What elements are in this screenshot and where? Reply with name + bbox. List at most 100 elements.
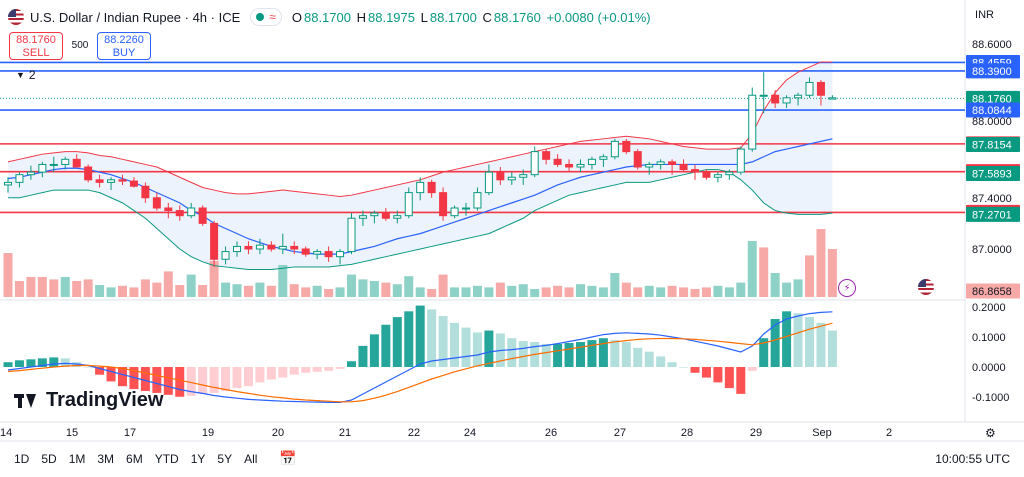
candle-body [576, 163, 585, 168]
timeframe-3m[interactable]: 3M [97, 451, 115, 466]
volume-bar [152, 282, 162, 297]
clock[interactable]: 10:00:55 UTC [935, 452, 1010, 466]
lightning-icon[interactable]: ⚡ [838, 279, 856, 297]
volume-bar [827, 249, 837, 297]
timeframe-6m[interactable]: 6M [126, 451, 143, 466]
candle-body [416, 181, 425, 194]
candle-body [15, 174, 24, 183]
time-tick-label: 21 [339, 427, 351, 439]
volume-bar [129, 287, 139, 297]
symbol-header: U.S. Dollar / Indian Rupee · 4h · ICE ≈ … [8, 6, 653, 28]
volume-bar [301, 287, 311, 297]
macd-histogram-bar [667, 362, 677, 367]
macd-histogram-bar [450, 322, 460, 367]
macd-histogram-bar [14, 360, 24, 367]
buy-button[interactable]: 88.2260 BUY [97, 32, 151, 60]
timeframe-5d[interactable]: 5D [41, 451, 57, 466]
candle-body [290, 245, 299, 250]
candle-body [725, 171, 734, 176]
volume-bar [163, 271, 173, 297]
price-tick-label: 88.6000 [972, 39, 1012, 51]
macd-histogram-bar [369, 334, 379, 367]
timeframe-all[interactable]: All [244, 451, 258, 466]
volume-bar [816, 229, 826, 297]
candle-body [49, 163, 58, 166]
macd-histogram-bar [347, 361, 356, 367]
volume-bar [610, 273, 620, 297]
macd-histogram-bar [610, 340, 620, 367]
candle-body [107, 179, 116, 183]
volume-bar [60, 277, 70, 297]
macd-histogram-bar [461, 327, 471, 367]
price-axis-label-bg [966, 90, 1020, 106]
macd-histogram-bar [152, 367, 162, 393]
time-tick-label: 28 [681, 427, 693, 439]
gear-icon[interactable]: ⚙ [985, 426, 996, 440]
timeframe-1m[interactable]: 1M [68, 451, 86, 466]
timeframe-5y[interactable]: 5Y [217, 451, 233, 466]
price-axis-label: 86.8658 [972, 286, 1012, 298]
volume-bar [484, 287, 494, 297]
calendar-range-icon[interactable]: 📅 [279, 450, 297, 466]
price-axis-label-bg [966, 102, 1020, 118]
volume-bar [358, 279, 368, 297]
macd-histogram-bar [358, 345, 368, 367]
macd-histogram-bar [26, 359, 36, 367]
macd-histogram-bar [827, 330, 837, 367]
candle-body [221, 251, 230, 260]
us-flag-event-icon[interactable] [918, 279, 934, 295]
time-tick-label: 2 [886, 427, 892, 439]
macd-histogram-bar [221, 367, 231, 391]
buy-price: 88.2260 [104, 34, 144, 46]
macd-histogram-bar [427, 309, 437, 367]
indicators-toggle[interactable]: ▼ 2 [16, 68, 36, 82]
volume-bar [461, 287, 471, 297]
volume-bar [621, 282, 631, 297]
candle-body [61, 158, 70, 165]
currency-label[interactable]: INR [975, 9, 994, 21]
macd-histogram-bar [782, 311, 792, 367]
volume-bar [633, 287, 643, 297]
candle-body [175, 210, 184, 217]
volume-bar [186, 274, 196, 297]
timeframe-1y[interactable]: 1Y [190, 451, 206, 466]
volume-bar [415, 287, 425, 297]
market-open-dot-icon [256, 13, 265, 21]
volume-bar [450, 287, 460, 297]
time-tick-label: 24 [464, 427, 476, 439]
volume-bar [724, 287, 734, 297]
macd-histogram-bar [679, 367, 689, 368]
timeframe-1d[interactable]: 1D [14, 451, 30, 466]
macd-histogram-bar [816, 322, 826, 367]
time-tick-label: 17 [124, 427, 136, 439]
macd-histogram-bar [243, 367, 253, 387]
macd-histogram-bar [209, 367, 219, 393]
volume-bar [95, 285, 105, 297]
signal-line [7, 322, 833, 403]
symbol-title[interactable]: U.S. Dollar / Indian Rupee · 4h · ICE [30, 9, 241, 25]
candle-body [462, 207, 470, 210]
price-axis-label-bg [966, 137, 1020, 153]
volume-bar [221, 282, 231, 297]
candle-body [816, 81, 825, 96]
volume-bar [26, 277, 36, 297]
market-status-pill[interactable]: ≈ [250, 8, 282, 26]
candle-body [484, 171, 493, 194]
macd-histogram-bar [621, 342, 631, 367]
candle-body [633, 151, 642, 168]
logo-text: TradingView [46, 389, 164, 411]
macd-histogram-bar [541, 343, 551, 367]
volume-bar [598, 287, 608, 297]
volume-bar [541, 287, 551, 297]
candle-body [771, 94, 780, 104]
candle-body [84, 166, 93, 181]
sell-button[interactable]: 88.1760 SELL [9, 32, 63, 60]
volume-bar [644, 285, 654, 297]
timeframe-ytd[interactable]: YTD [154, 451, 179, 466]
candle-body [736, 148, 745, 173]
volume-bar [266, 285, 276, 297]
candle-body [313, 251, 322, 255]
volume-bar [312, 285, 322, 297]
candle-body [748, 94, 757, 150]
